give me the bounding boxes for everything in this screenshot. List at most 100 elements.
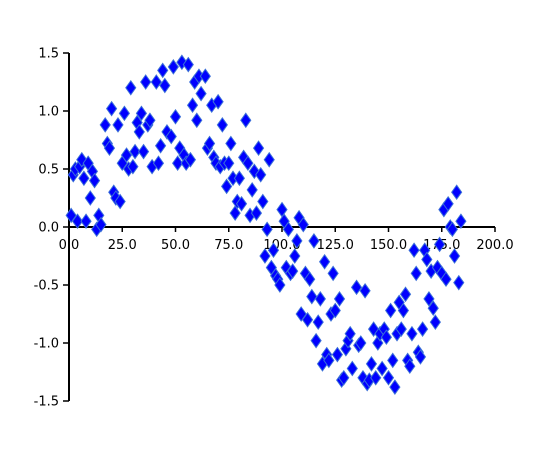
data-point bbox=[240, 112, 252, 129]
data-points bbox=[65, 54, 467, 395]
data-point bbox=[289, 248, 301, 264]
x-tick-label: 50.0 bbox=[161, 238, 190, 253]
y-tick-label: 0.0 bbox=[38, 221, 59, 236]
data-point bbox=[103, 140, 116, 156]
data-point bbox=[333, 291, 346, 307]
data-point bbox=[261, 221, 273, 238]
data-point bbox=[216, 117, 228, 133]
data-point bbox=[291, 233, 303, 249]
data-point bbox=[186, 97, 199, 114]
data-point bbox=[376, 360, 388, 377]
data-point bbox=[382, 369, 395, 386]
y-axis: 1.5 1.0 0.5 0.0 -0.5 -1.0 -1.5 bbox=[34, 47, 70, 410]
data-point bbox=[427, 300, 439, 317]
data-point bbox=[250, 205, 263, 221]
y-tick-label: -1.0 bbox=[34, 337, 59, 352]
data-point bbox=[99, 117, 111, 133]
data-point bbox=[414, 349, 427, 365]
data-point bbox=[95, 216, 107, 233]
data-point bbox=[406, 325, 418, 342]
data-point bbox=[318, 253, 331, 270]
data-point bbox=[440, 271, 452, 288]
data-point bbox=[355, 335, 367, 351]
data-point bbox=[359, 282, 371, 299]
data-point bbox=[140, 74, 152, 90]
data-point bbox=[255, 166, 267, 183]
data-point bbox=[71, 213, 84, 230]
data-point bbox=[301, 311, 314, 328]
data-point bbox=[329, 302, 341, 319]
x-tick-label: 200.0 bbox=[476, 238, 513, 253]
data-point bbox=[448, 248, 461, 264]
data-point bbox=[455, 213, 467, 230]
data-point bbox=[453, 274, 465, 291]
data-point bbox=[267, 242, 280, 259]
data-point bbox=[423, 291, 435, 307]
data-point bbox=[105, 100, 118, 117]
data-point bbox=[306, 288, 318, 305]
data-point bbox=[203, 135, 216, 152]
data-point bbox=[225, 135, 237, 152]
data-point bbox=[129, 143, 141, 160]
data-point bbox=[78, 170, 90, 187]
data-point bbox=[252, 140, 265, 156]
data-point bbox=[397, 302, 410, 319]
data-point bbox=[297, 216, 309, 233]
data-point bbox=[380, 329, 392, 346]
data-point bbox=[144, 112, 156, 129]
data-point bbox=[416, 321, 429, 337]
data-point bbox=[312, 314, 324, 330]
data-point bbox=[446, 221, 459, 238]
data-point bbox=[429, 314, 441, 330]
data-point bbox=[410, 265, 422, 282]
y-tick-label: 0.5 bbox=[38, 163, 59, 178]
data-point bbox=[314, 291, 326, 307]
data-point bbox=[310, 332, 322, 349]
data-point bbox=[233, 170, 246, 187]
x-tick-label: 75.0 bbox=[214, 238, 243, 253]
data-point bbox=[276, 201, 288, 218]
data-point bbox=[120, 147, 133, 163]
data-point bbox=[127, 158, 139, 175]
data-point bbox=[282, 221, 295, 238]
data-point bbox=[165, 128, 177, 145]
data-point bbox=[235, 195, 248, 212]
data-point bbox=[84, 190, 96, 206]
data-point bbox=[150, 74, 162, 90]
data-point bbox=[327, 265, 339, 282]
data-point bbox=[421, 251, 433, 268]
data-point bbox=[370, 369, 382, 386]
data-point bbox=[184, 151, 197, 168]
data-point bbox=[212, 93, 224, 110]
data-point bbox=[304, 271, 316, 288]
data-point bbox=[182, 56, 194, 73]
data-point bbox=[172, 155, 184, 172]
data-point bbox=[389, 379, 401, 395]
data-point bbox=[350, 279, 363, 296]
data-point bbox=[323, 352, 335, 369]
data-point bbox=[112, 117, 124, 133]
data-point bbox=[451, 184, 463, 201]
data-point bbox=[434, 236, 446, 253]
data-point bbox=[114, 193, 126, 210]
data-point bbox=[287, 263, 299, 279]
data-point bbox=[399, 286, 412, 303]
data-point bbox=[223, 155, 235, 172]
x-tick-label: 150.0 bbox=[370, 238, 407, 253]
y-tick-label: 1.0 bbox=[38, 105, 59, 120]
x-tick-label: 125.0 bbox=[317, 238, 354, 253]
y-tick-label: -1.5 bbox=[34, 395, 59, 410]
y-tick-label: 1.5 bbox=[38, 47, 59, 62]
data-point bbox=[229, 205, 241, 221]
data-point bbox=[408, 242, 420, 259]
data-point bbox=[152, 155, 165, 172]
data-point bbox=[442, 195, 454, 212]
data-point bbox=[118, 105, 130, 122]
data-point bbox=[385, 302, 397, 319]
data-point bbox=[308, 233, 320, 249]
x-tick-label: 25.0 bbox=[108, 238, 137, 253]
data-point bbox=[346, 360, 358, 377]
data-point bbox=[195, 85, 207, 102]
data-point bbox=[169, 108, 182, 125]
